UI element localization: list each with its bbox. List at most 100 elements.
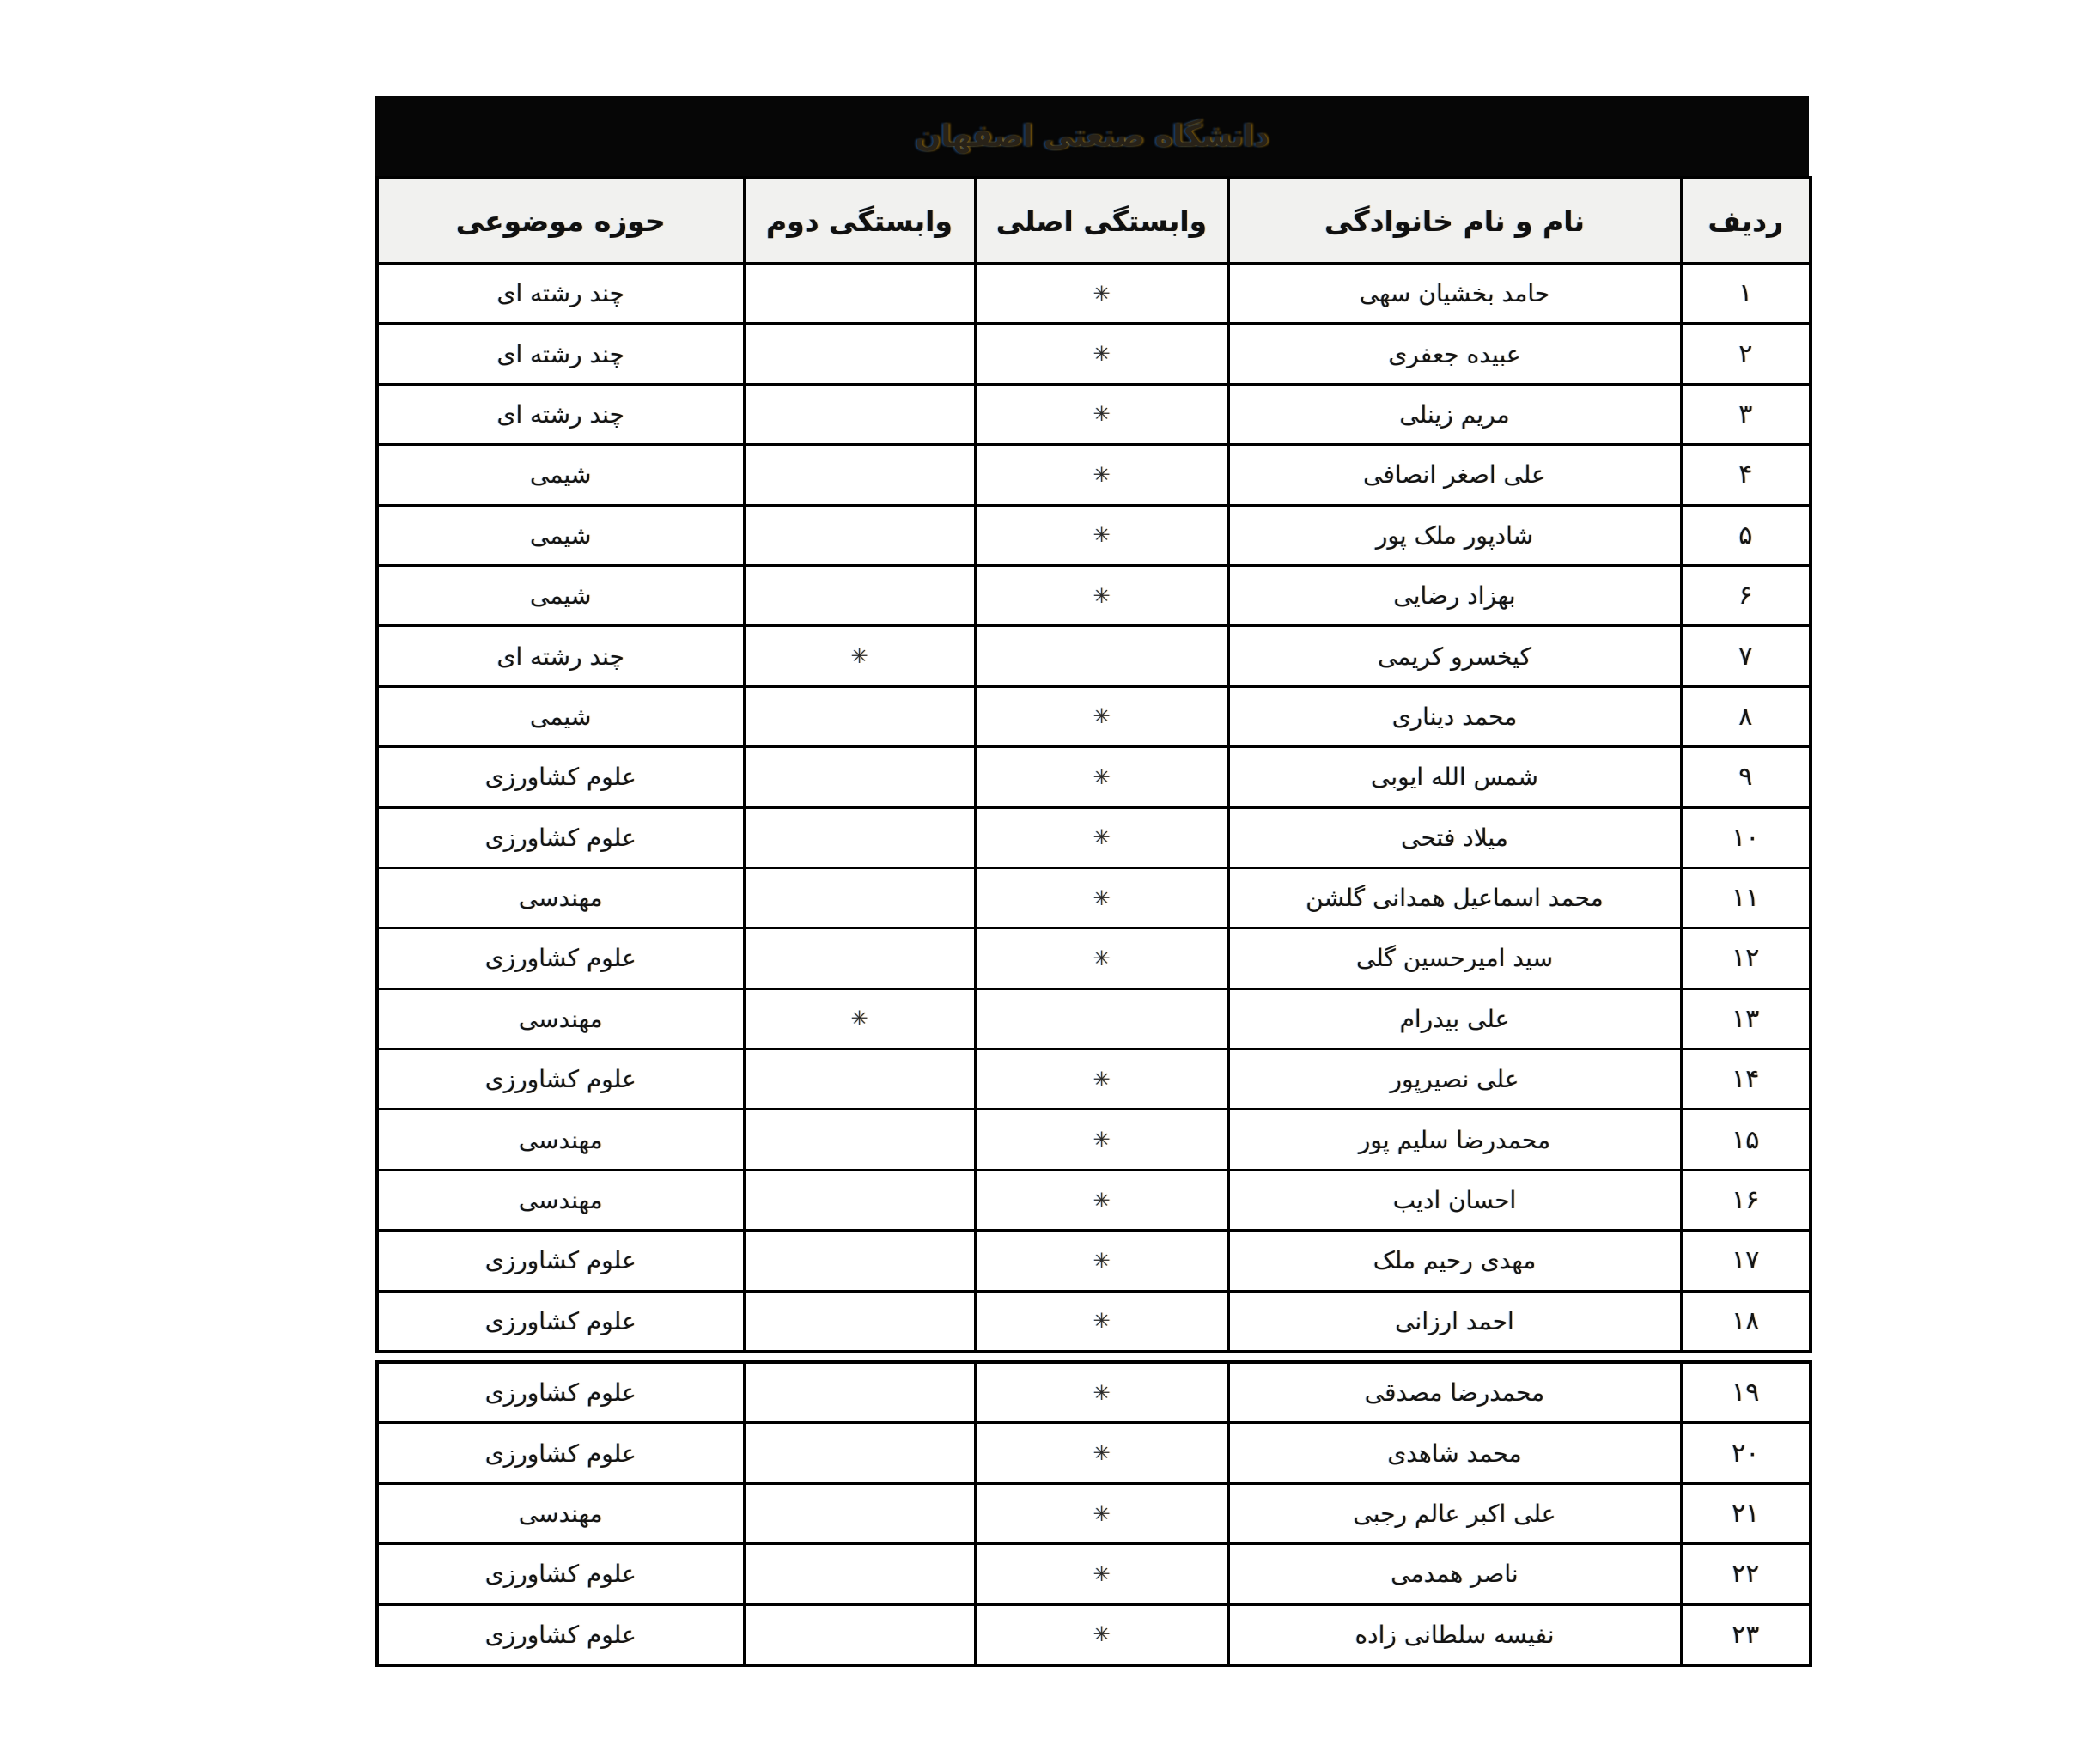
cell-full-name: نفیسه سلطانی زاده — [1227, 1603, 1683, 1667]
cell-row-number: ۱۳ — [1679, 987, 1812, 1051]
cell-subject-area: علوم کشاورزی — [375, 1421, 746, 1485]
cell-secondary-affiliation — [742, 322, 977, 386]
cell-secondary-affiliation — [742, 866, 977, 930]
cell-secondary-affiliation — [742, 1542, 977, 1606]
cell-row-number: ۶ — [1679, 563, 1812, 628]
cell-secondary-affiliation — [742, 1108, 977, 1171]
cell-full-name: شادپور ملک پور — [1227, 503, 1683, 567]
cell-primary-affiliation: ✳ — [973, 261, 1230, 325]
cell-secondary-affiliation — [742, 1048, 977, 1111]
cell-secondary-affiliation — [742, 1229, 977, 1293]
table-row: ۹ شمس الله ایوبی ✳ علوم کشاورزی — [375, 745, 1812, 809]
cell-primary-affiliation: ✳ — [973, 1108, 1230, 1171]
cell-subject-area: علوم کشاورزی — [375, 806, 746, 869]
cell-subject-area: چند رشته ای — [375, 624, 746, 688]
affiliation-table-body: ۱ حامد بخشیان سهی ✳ چند رشته ای ۲ عبیده جعفری… — [375, 261, 1812, 1353]
cell-subject-area: مهندسی — [375, 987, 746, 1051]
cell-full-name: سید امیرحسین گلی — [1227, 927, 1683, 990]
cell-subject-area: شیمی — [375, 443, 746, 507]
cell-secondary-affiliation — [742, 1421, 977, 1485]
cell-full-name: حامد بخشیان سهی — [1227, 261, 1683, 325]
cell-row-number: ۷ — [1679, 624, 1812, 688]
cell-subject-area: شیمی — [375, 563, 746, 628]
cell-full-name: بهزاد رضایی — [1227, 563, 1683, 628]
header-full-name: نام و نام خانوادگی — [1227, 176, 1683, 265]
cell-primary-affiliation: ✳ — [973, 684, 1230, 749]
cell-full-name: علی بیدرام — [1227, 987, 1683, 1051]
cell-full-name: میلاد فتحی — [1227, 806, 1683, 869]
cell-subject-area: مهندسی — [375, 866, 746, 930]
table-row: ۲۳ نفیسه سلطانی زاده ✳ علوم کشاورزی — [375, 1603, 1812, 1667]
cell-subject-area: علوم کشاورزی — [375, 1289, 746, 1353]
cell-subject-area: علوم کشاورزی — [375, 1229, 746, 1293]
table-row: ۳ مریم زینلی ✳ چند رشته ای — [375, 382, 1812, 447]
table-row: ۱۰ میلاد فتحی ✳ علوم کشاورزی — [375, 806, 1812, 869]
cell-row-number: ۱۴ — [1679, 1048, 1812, 1111]
cell-primary-affiliation: ✳ — [973, 1229, 1230, 1293]
cell-full-name: احمد ارزانی — [1227, 1289, 1683, 1353]
table-row: ۱۴ علی نصیرپور ✳ علوم کشاورزی — [375, 1048, 1812, 1111]
header-primary-affiliation: وابستگی اصلی — [973, 176, 1230, 265]
table-row: ۱۶ احسان ادیب ✳ مهندسی — [375, 1168, 1812, 1232]
cell-row-number: ۳ — [1679, 382, 1812, 447]
cell-row-number: ۱۵ — [1679, 1108, 1812, 1171]
cell-row-number: ۱۶ — [1679, 1168, 1812, 1232]
cell-primary-affiliation: ✳ — [973, 1421, 1230, 1485]
cell-full-name: کیخسرو کریمی — [1227, 624, 1683, 688]
table-row: ۴ علی اصغر انصافی ✳ شیمی — [375, 443, 1812, 507]
cell-subject-area: شیمی — [375, 503, 746, 567]
cell-subject-area: شیمی — [375, 684, 746, 749]
cell-row-number: ۱۱ — [1679, 866, 1812, 930]
cell-secondary-affiliation — [742, 1603, 977, 1667]
cell-full-name: مهدی رحیم ملک — [1227, 1229, 1683, 1293]
cell-secondary-affiliation — [742, 1360, 977, 1425]
table-row: ۱۹ محمدرضا مصدقی ✳ علوم کشاورزی — [375, 1360, 1812, 1425]
cell-full-name: محمدرضا سلیم پور — [1227, 1108, 1683, 1171]
table-row: ۱۱ محمد اسماعیل همدانی گلشن ✳ مهندسی — [375, 866, 1812, 930]
cell-primary-affiliation: ✳ — [973, 1481, 1230, 1546]
table-row: ۱۵ محمدرضا سلیم پور ✳ مهندسی — [375, 1108, 1812, 1171]
header-row-number: ردیف — [1679, 176, 1812, 265]
cell-subject-area: علوم کشاورزی — [375, 1603, 746, 1667]
table-row: ۲۱ علی اکبر عالم رجبی ✳ مهندسی — [375, 1481, 1812, 1546]
cell-full-name: علی نصیرپور — [1227, 1048, 1683, 1111]
cell-secondary-affiliation — [742, 927, 977, 990]
table-row: ۲۰ محمد شاهدی ✳ علوم کشاورزی — [375, 1421, 1812, 1485]
table-row: ۲۲ ناصر همدمی ✳ علوم کشاورزی — [375, 1542, 1812, 1606]
cell-primary-affiliation: ✳ — [973, 745, 1230, 809]
table-row: ۱۳ علی بیدرام ✳ مهندسی — [375, 987, 1812, 1051]
cell-subject-area: علوم کشاورزی — [375, 927, 746, 990]
cell-row-number: ۲۰ — [1679, 1421, 1812, 1485]
cell-primary-affiliation: ✳ — [973, 503, 1230, 567]
cell-subject-area: علوم کشاورزی — [375, 745, 746, 809]
cell-row-number: ۴ — [1679, 443, 1812, 507]
table-row: ۸ محمد دیناری ✳ شیمی — [375, 684, 1812, 749]
cell-primary-affiliation: ✳ — [973, 1360, 1230, 1425]
cell-primary-affiliation — [973, 987, 1230, 1051]
cell-subject-area: چند رشته ای — [375, 322, 746, 386]
cell-row-number: ۹ — [1679, 745, 1812, 809]
table-row: ۱۲ سید امیرحسین گلی ✳ علوم کشاورزی — [375, 927, 1812, 990]
cell-primary-affiliation: ✳ — [973, 1603, 1230, 1667]
cell-subject-area: چند رشته ای — [375, 261, 746, 325]
cell-row-number: ۱۹ — [1679, 1360, 1812, 1425]
cell-row-number: ۲۳ — [1679, 1603, 1812, 1667]
table-row: ۶ بهزاد رضایی ✳ شیمی — [375, 563, 1812, 628]
table-row: ۵ شادپور ملک پور ✳ شیمی — [375, 503, 1812, 567]
table-row: ۱ حامد بخشیان سهی ✳ چند رشته ای — [375, 261, 1812, 325]
cell-full-name: محمد اسماعیل همدانی گلشن — [1227, 866, 1683, 930]
cell-row-number: ۲ — [1679, 322, 1812, 386]
cell-secondary-affiliation: ✳ — [742, 624, 977, 688]
affiliation-document: دانشگاه صنعتی اصفهان ردیف نام و نام خانو… — [375, 96, 1812, 1667]
cell-full-name: علی اکبر عالم رجبی — [1227, 1481, 1683, 1546]
cell-subject-area: چند رشته ای — [375, 382, 746, 447]
table-row: ۱۷ مهدی رحیم ملک ✳ علوم کشاورزی — [375, 1229, 1812, 1293]
cell-primary-affiliation: ✳ — [973, 1168, 1230, 1232]
table-row: ۲ عبیده جعفری ✳ چند رشته ای — [375, 322, 1812, 386]
cell-full-name: احسان ادیب — [1227, 1168, 1683, 1232]
header-subject-area: حوزه موضوعی — [375, 176, 746, 265]
cell-row-number: ۸ — [1679, 684, 1812, 749]
cell-secondary-affiliation — [742, 261, 977, 325]
cell-secondary-affiliation — [742, 745, 977, 809]
cell-primary-affiliation: ✳ — [973, 563, 1230, 628]
